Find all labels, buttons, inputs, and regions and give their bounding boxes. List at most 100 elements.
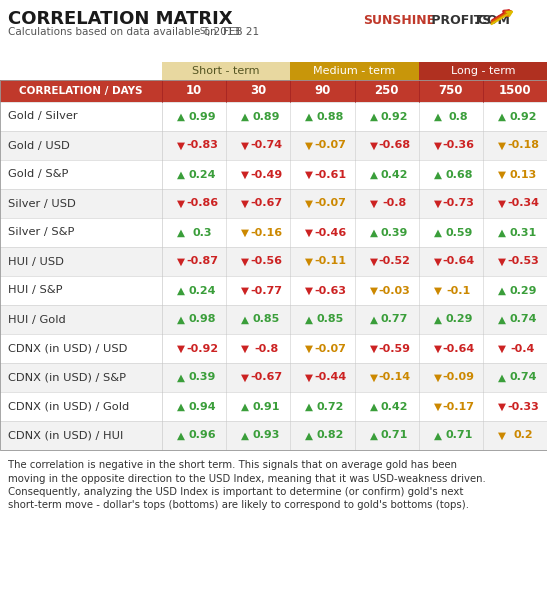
- Text: ▼: ▼: [241, 169, 249, 179]
- Text: 0.92: 0.92: [381, 112, 408, 122]
- Text: CDNX (in USD) / USD: CDNX (in USD) / USD: [8, 343, 127, 353]
- Bar: [0, 276, 547, 305]
- Text: ▲: ▲: [370, 431, 377, 441]
- Text: Long - term: Long - term: [451, 66, 515, 76]
- Text: ▼: ▼: [370, 372, 377, 382]
- Text: -0.67: -0.67: [250, 372, 282, 382]
- Text: ▲: ▲: [434, 169, 442, 179]
- Text: Gold / USD: Gold / USD: [8, 140, 70, 150]
- Text: -0.07: -0.07: [315, 343, 346, 353]
- Text: ▼: ▼: [241, 372, 249, 382]
- Text: ▼: ▼: [434, 257, 442, 267]
- Text: ▼: ▼: [370, 286, 377, 296]
- Text: ▼: ▼: [305, 198, 313, 208]
- Text: 0.24: 0.24: [188, 169, 216, 179]
- Text: ▼: ▼: [498, 140, 506, 150]
- Text: -0.44: -0.44: [315, 372, 347, 382]
- Text: ▼: ▼: [498, 402, 506, 411]
- Text: SUNSHINE: SUNSHINE: [363, 14, 435, 27]
- Text: , 2013: , 2013: [207, 27, 240, 37]
- Text: ▼: ▼: [498, 431, 506, 441]
- Text: ▲: ▲: [177, 431, 185, 441]
- Bar: [0, 189, 547, 218]
- Text: ▲: ▲: [305, 402, 313, 411]
- Text: ▼: ▼: [305, 286, 313, 296]
- Bar: [0, 392, 547, 421]
- Text: -0.16: -0.16: [250, 228, 282, 238]
- Text: ▲: ▲: [370, 228, 377, 238]
- Text: 0.8: 0.8: [449, 112, 469, 122]
- Text: CDNX (in USD) / S&P: CDNX (in USD) / S&P: [8, 372, 126, 382]
- Text: moving in the opposite direction to the USD Index, meaning that it was USD-weakn: moving in the opposite direction to the …: [8, 474, 486, 483]
- Text: -0.53: -0.53: [507, 257, 539, 267]
- Text: -0.49: -0.49: [250, 169, 282, 179]
- Text: ▼: ▼: [434, 286, 442, 296]
- Text: ▼: ▼: [305, 140, 313, 150]
- Text: 0.74: 0.74: [509, 372, 537, 382]
- Text: ▼: ▼: [177, 198, 185, 208]
- Text: 0.71: 0.71: [445, 431, 473, 441]
- Text: CORRELATION MATRIX: CORRELATION MATRIX: [8, 10, 232, 28]
- Text: ▼: ▼: [241, 257, 249, 267]
- Text: 30: 30: [250, 84, 266, 97]
- Text: -0.09: -0.09: [443, 372, 475, 382]
- Text: Gold / S&P: Gold / S&P: [8, 169, 68, 179]
- Text: ▼: ▼: [434, 343, 442, 353]
- Text: -0.87: -0.87: [186, 257, 218, 267]
- Text: 0.92: 0.92: [509, 112, 537, 122]
- Text: ▼: ▼: [498, 198, 506, 208]
- Text: 0.71: 0.71: [381, 431, 408, 441]
- Text: 0.31: 0.31: [509, 228, 537, 238]
- Text: ▼: ▼: [370, 140, 377, 150]
- Text: CDNX (in USD) / Gold: CDNX (in USD) / Gold: [8, 402, 129, 411]
- Text: 0.13: 0.13: [509, 169, 537, 179]
- Text: ▲: ▲: [434, 431, 442, 441]
- Text: HUI / USD: HUI / USD: [8, 257, 64, 267]
- Text: ▼: ▼: [177, 343, 185, 353]
- Text: ▼: ▼: [305, 372, 313, 382]
- Text: ▲: ▲: [434, 314, 442, 325]
- Text: CORRELATION / DAYS: CORRELATION / DAYS: [19, 86, 143, 96]
- Text: -0.67: -0.67: [250, 198, 282, 208]
- Text: ▲: ▲: [498, 372, 506, 382]
- Text: 0.24: 0.24: [188, 286, 216, 296]
- Text: Consequently, analyzing the USD Index is important to determine (or confirm) gol: Consequently, analyzing the USD Index is…: [8, 487, 463, 497]
- Text: CDNX (in USD) / HUI: CDNX (in USD) / HUI: [8, 431, 124, 441]
- Text: 750: 750: [439, 84, 463, 97]
- Text: ▼: ▼: [434, 140, 442, 150]
- Text: ▲: ▲: [241, 402, 249, 411]
- Text: 0.85: 0.85: [253, 314, 280, 325]
- Text: Calculations based on data available on  FEB 21: Calculations based on data available on …: [8, 27, 259, 37]
- Text: ▲: ▲: [498, 286, 506, 296]
- Text: ▼: ▼: [370, 257, 377, 267]
- Text: ▲: ▲: [241, 314, 249, 325]
- Text: -0.4: -0.4: [511, 343, 535, 353]
- Text: -0.46: -0.46: [315, 228, 347, 238]
- Text: ▼: ▼: [241, 140, 249, 150]
- Text: ▲: ▲: [177, 402, 185, 411]
- Text: -0.61: -0.61: [315, 169, 346, 179]
- Text: -0.36: -0.36: [443, 140, 475, 150]
- Text: ▼: ▼: [241, 286, 249, 296]
- Text: Gold / Silver: Gold / Silver: [8, 112, 78, 122]
- Text: ▲: ▲: [241, 112, 249, 122]
- Text: 0.59: 0.59: [445, 228, 473, 238]
- Text: -0.83: -0.83: [186, 140, 218, 150]
- Text: ▼: ▼: [177, 257, 185, 267]
- Text: The correlation is negative in the short term. This signals that on average gold: The correlation is negative in the short…: [8, 460, 457, 470]
- Bar: [0, 80, 547, 102]
- Text: 0.89: 0.89: [253, 112, 280, 122]
- Text: 0.74: 0.74: [509, 314, 537, 325]
- Text: ▲: ▲: [498, 314, 506, 325]
- Text: ▲: ▲: [370, 112, 377, 122]
- Text: -0.92: -0.92: [186, 343, 218, 353]
- Text: ▲: ▲: [305, 314, 313, 325]
- Bar: [0, 160, 547, 189]
- Text: -0.17: -0.17: [443, 402, 475, 411]
- Text: -0.64: -0.64: [443, 257, 475, 267]
- Text: 0.91: 0.91: [253, 402, 280, 411]
- Text: -0.74: -0.74: [250, 140, 282, 150]
- Text: -0.59: -0.59: [379, 343, 411, 353]
- Text: -0.18: -0.18: [507, 140, 539, 150]
- Text: ▼: ▼: [370, 198, 377, 208]
